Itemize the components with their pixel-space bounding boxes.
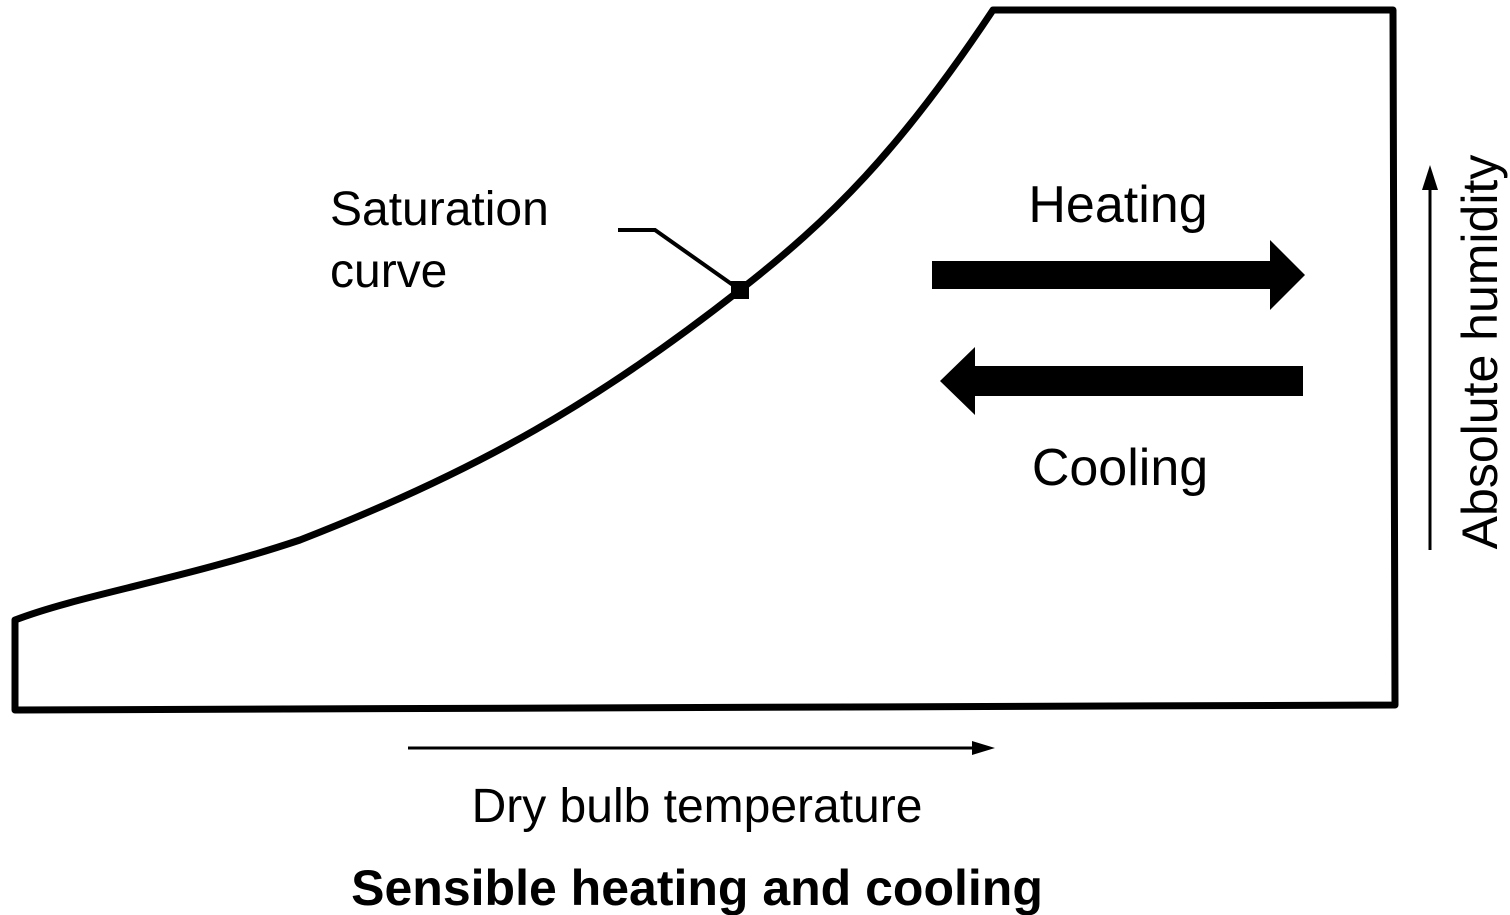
diagram-title: Sensible heating and cooling (351, 860, 1043, 915)
cooling-label: Cooling (1032, 439, 1208, 497)
curve-point (731, 281, 749, 299)
saturation-label: Saturation (330, 183, 549, 236)
y-axis-arrowhead (1422, 165, 1438, 190)
heating-arrow (932, 240, 1305, 310)
x-axis-arrowhead (972, 741, 995, 755)
leader-line (618, 228, 742, 292)
saturation-label: curve (330, 245, 447, 298)
cooling-arrow (940, 347, 1303, 415)
x-axis-label: Dry bulb temperature (472, 780, 923, 833)
heating-label: Heating (1028, 176, 1207, 234)
y-axis-label: Absolute humidity (1452, 155, 1508, 550)
chart-outline (11, 6, 1399, 714)
